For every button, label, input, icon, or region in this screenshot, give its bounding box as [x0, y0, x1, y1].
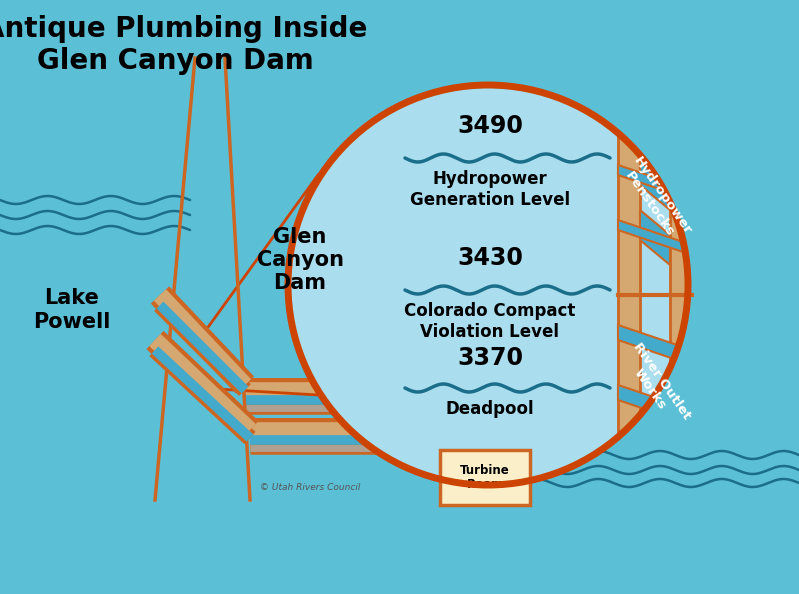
Bar [618, 88, 640, 510]
Text: River Outlet
Works: River Outlet Works [618, 340, 694, 430]
Polygon shape [618, 385, 692, 425]
Text: Deadpool: Deadpool [446, 400, 535, 418]
Text: Turbine
Room: Turbine Room [460, 463, 510, 491]
Polygon shape [155, 58, 250, 500]
Text: Lake
Powell: Lake Powell [34, 289, 111, 331]
Polygon shape [480, 455, 799, 508]
Text: Antique Plumbing Inside
Glen Canyon Dam: Antique Plumbing Inside Glen Canyon Dam [0, 15, 368, 75]
Polygon shape [640, 155, 670, 210]
Polygon shape [618, 325, 692, 365]
Polygon shape [618, 445, 692, 480]
Text: Hydropower
Generation Level: Hydropower Generation Level [410, 170, 570, 209]
Bar [670, 88, 692, 510]
Polygon shape [640, 210, 670, 265]
Polygon shape [618, 165, 692, 200]
Text: 3430: 3430 [457, 246, 523, 270]
Text: © Utah Rivers Council: © Utah Rivers Council [260, 484, 360, 492]
Polygon shape [618, 110, 692, 145]
Text: Glen
Canyon
Dam: Glen Canyon Dam [256, 227, 344, 293]
Text: Colorado Compact
Violation Level: Colorado Compact Violation Level [404, 302, 576, 341]
Text: 3490: 3490 [457, 114, 523, 138]
Text: Hydropower
Penstocks: Hydropower Penstocks [618, 154, 694, 245]
Circle shape [288, 85, 688, 485]
Polygon shape [618, 220, 692, 255]
Polygon shape [640, 100, 670, 155]
Polygon shape [0, 490, 799, 594]
FancyBboxPatch shape [440, 450, 530, 505]
Polygon shape [0, 200, 230, 508]
Text: 3370: 3370 [457, 346, 523, 370]
